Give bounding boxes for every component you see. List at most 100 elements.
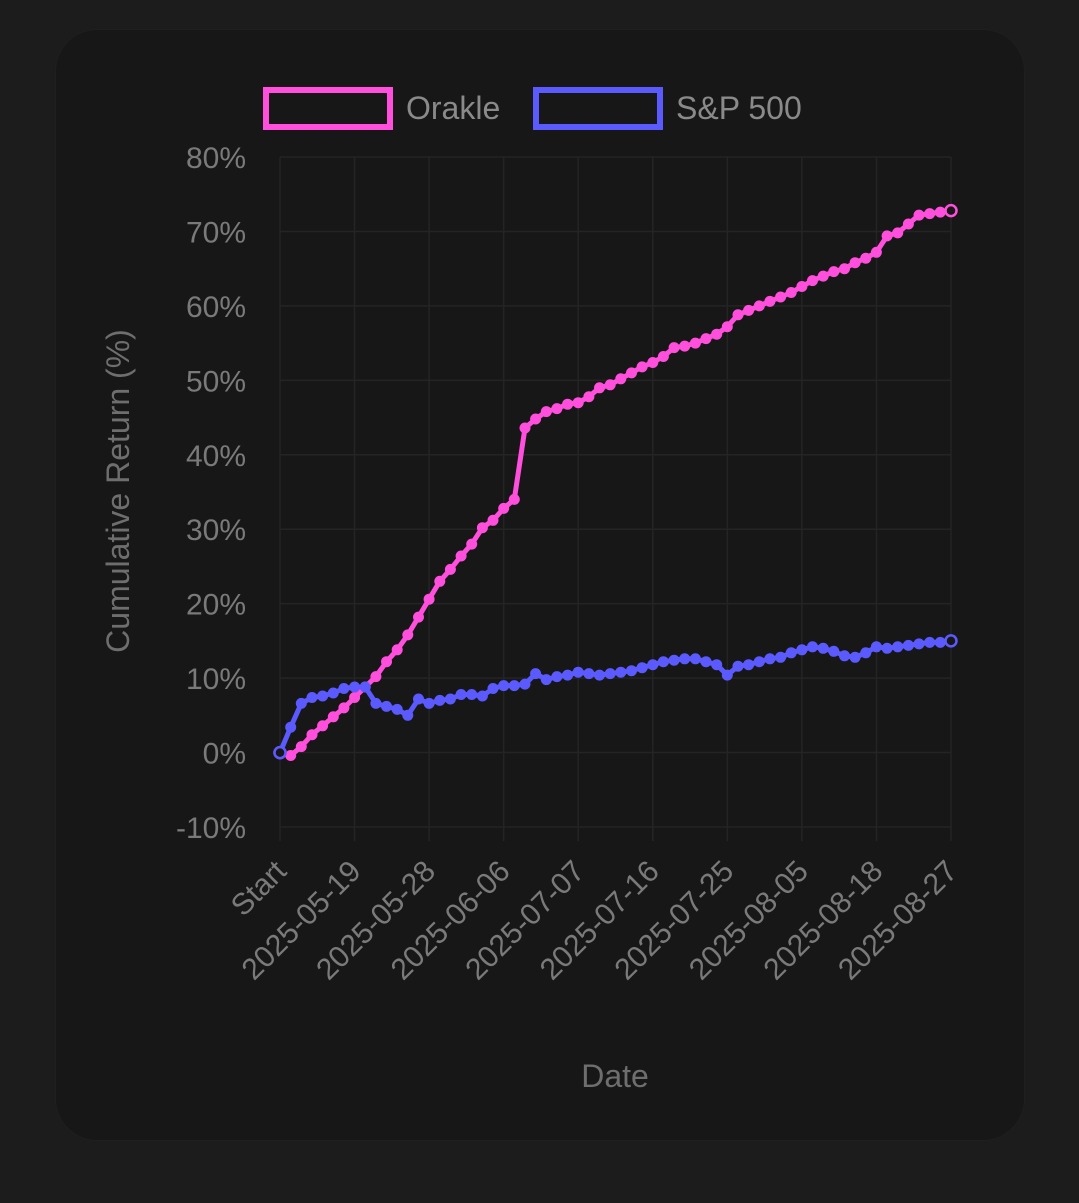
data-point[interactable] — [519, 678, 531, 690]
data-point[interactable] — [444, 563, 456, 575]
legend[interactable]: Orakle S&P 500 — [263, 87, 802, 130]
data-point[interactable] — [615, 666, 627, 678]
data-point[interactable] — [327, 711, 339, 723]
data-point[interactable] — [540, 406, 552, 418]
data-point[interactable] — [732, 660, 744, 672]
data-point[interactable] — [796, 644, 808, 656]
data-point[interactable] — [881, 230, 893, 242]
data-point[interactable] — [668, 342, 680, 354]
data-point[interactable] — [370, 697, 382, 709]
data-point[interactable] — [636, 361, 648, 373]
data-point[interactable] — [413, 693, 424, 705]
data-point[interactable] — [807, 275, 818, 287]
data-point[interactable] — [775, 651, 787, 663]
data-point[interactable] — [540, 674, 552, 686]
data-point[interactable] — [562, 398, 574, 410]
data-point[interactable] — [402, 709, 414, 721]
data-point[interactable] — [647, 659, 659, 671]
data-point[interactable] — [285, 750, 297, 761]
data-point[interactable] — [934, 636, 946, 648]
data-point[interactable] — [647, 357, 659, 368]
data-point[interactable] — [423, 697, 435, 709]
data-point[interactable] — [423, 593, 435, 605]
data-point[interactable] — [934, 206, 946, 218]
data-point[interactable] — [338, 683, 350, 694]
data-point[interactable] — [732, 309, 744, 321]
data-point[interactable] — [870, 641, 882, 653]
data-point[interactable] — [913, 209, 925, 221]
data-point[interactable] — [359, 681, 371, 693]
data-point[interactable] — [892, 227, 904, 239]
data-point[interactable] — [530, 413, 542, 425]
data-point[interactable] — [285, 721, 297, 733]
data-point[interactable] — [476, 690, 488, 702]
data-point[interactable] — [317, 720, 329, 732]
data-point[interactable] — [381, 700, 392, 712]
data-point[interactable] — [615, 373, 627, 385]
data-point[interactable] — [849, 257, 861, 269]
data-point[interactable] — [391, 703, 403, 715]
data-point[interactable] — [466, 538, 478, 550]
data-point[interactable] — [476, 522, 488, 534]
data-point[interactable] — [273, 745, 287, 760]
data-point[interactable] — [913, 638, 925, 650]
data-point[interactable] — [295, 741, 307, 753]
data-point[interactable] — [775, 291, 787, 303]
data-point[interactable] — [508, 493, 520, 505]
data-point[interactable] — [881, 642, 893, 654]
data-point[interactable] — [498, 502, 510, 514]
data-point[interactable] — [892, 641, 904, 653]
data-point[interactable] — [455, 550, 467, 562]
data-point[interactable] — [860, 252, 872, 264]
data-point[interactable] — [306, 692, 318, 703]
data-point[interactable] — [413, 611, 424, 623]
data-point[interactable] — [785, 287, 797, 298]
data-point[interactable] — [764, 653, 776, 665]
data-point[interactable] — [700, 333, 712, 345]
data-point[interactable] — [466, 689, 478, 700]
data-point[interactable] — [944, 634, 958, 648]
data-point[interactable] — [519, 422, 531, 434]
data-point[interactable] — [870, 246, 882, 258]
data-point[interactable] — [434, 575, 446, 587]
data-point[interactable] — [498, 680, 510, 692]
data-point[interactable] — [530, 668, 542, 680]
data-point[interactable] — [828, 266, 840, 278]
data-point[interactable] — [295, 697, 307, 709]
data-point[interactable] — [444, 693, 456, 705]
data-point[interactable] — [679, 340, 691, 352]
data-point[interactable] — [944, 203, 958, 218]
data-point[interactable] — [860, 647, 872, 659]
data-point[interactable] — [679, 653, 691, 665]
data-point[interactable] — [583, 391, 595, 403]
data-point[interactable] — [657, 351, 669, 362]
data-point[interactable] — [594, 382, 605, 394]
data-point[interactable] — [689, 653, 701, 665]
data-point[interactable] — [924, 636, 936, 648]
data-point[interactable] — [455, 689, 467, 700]
data-point[interactable] — [796, 281, 808, 292]
data-point[interactable] — [604, 379, 616, 391]
data-point[interactable] — [402, 629, 414, 641]
data-point[interactable] — [721, 321, 733, 333]
data-point[interactable] — [657, 656, 669, 668]
data-point[interactable] — [487, 683, 499, 694]
data-point[interactable] — [551, 403, 563, 415]
data-point[interactable] — [594, 669, 605, 681]
data-point[interactable] — [839, 650, 850, 662]
data-point[interactable] — [626, 665, 637, 677]
data-point[interactable] — [807, 641, 818, 653]
legend-swatch-orakle[interactable] — [263, 87, 393, 130]
data-point[interactable] — [689, 337, 701, 349]
data-point[interactable] — [817, 642, 829, 654]
data-point[interactable] — [370, 671, 382, 683]
data-point[interactable] — [711, 328, 723, 340]
data-point[interactable] — [636, 662, 648, 674]
data-point[interactable] — [785, 647, 797, 659]
data-point[interactable] — [381, 656, 392, 668]
data-point[interactable] — [753, 300, 765, 312]
data-point[interactable] — [668, 654, 680, 666]
data-point[interactable] — [902, 639, 914, 651]
data-point[interactable] — [583, 668, 595, 680]
data-point[interactable] — [924, 208, 936, 220]
